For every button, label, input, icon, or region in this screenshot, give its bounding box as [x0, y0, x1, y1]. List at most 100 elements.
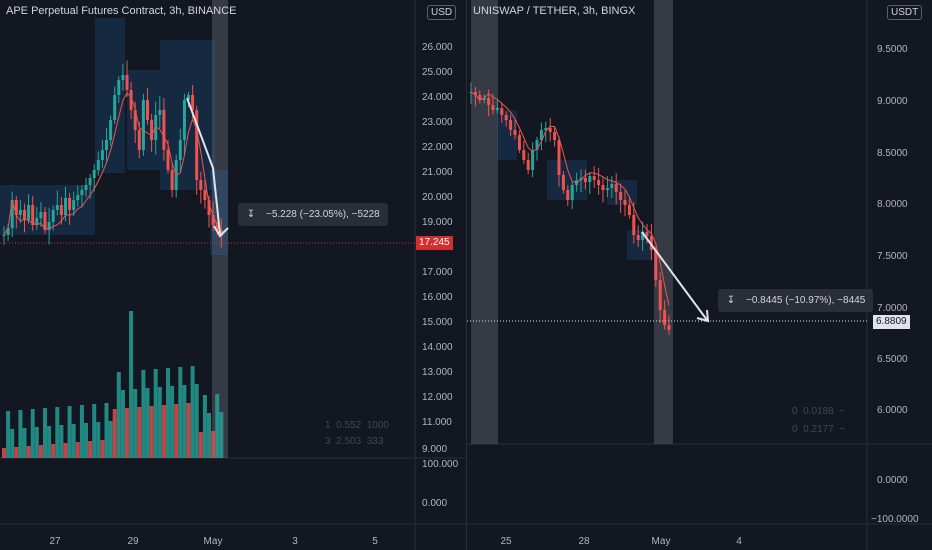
- left-volume-tick: 0.000: [422, 498, 448, 509]
- candle-body: [64, 198, 67, 215]
- candle-body: [215, 225, 219, 230]
- volume-bar: [6, 411, 11, 458]
- candle-body: [495, 108, 499, 110]
- left-measure-tooltip[interactable]: ↧ −5.228 (−23.05%), −5228: [238, 203, 388, 226]
- candle-body: [597, 180, 601, 185]
- volume-bar: [194, 384, 199, 458]
- candle-body: [23, 210, 26, 220]
- candle-body: [632, 215, 636, 235]
- right-price-tick: 7.0000: [877, 303, 908, 314]
- left-price-tick: 11.000: [422, 417, 452, 428]
- volume-bar: [174, 404, 179, 458]
- candle-body: [88, 178, 92, 185]
- candle-body: [663, 310, 667, 325]
- candle-body: [473, 92, 477, 95]
- candle-body: [535, 140, 539, 150]
- right-measure-tooltip[interactable]: ↧ −0.8445 (−10.97%), −8445: [718, 289, 874, 312]
- left-indicator-legend: 1 0.552 1000: [325, 420, 389, 431]
- candle-body: [601, 185, 605, 190]
- moving-average-line: [470, 91, 670, 306]
- left-price-tick: 19.000: [422, 217, 453, 228]
- volume-bar: [63, 443, 68, 458]
- right-measure-label: −0.8445 (−10.97%), −8445: [746, 295, 866, 306]
- left-price-tick: 23.000: [422, 117, 453, 128]
- candle-body: [55, 205, 59, 210]
- candle-body: [592, 176, 596, 180]
- right-price-tick: 7.5000: [877, 251, 908, 262]
- right-chart-pane[interactable]: UNISWAP / TETHER, 3h, BINGX USDT 9.5000 …: [466, 0, 932, 550]
- volume-bar: [18, 410, 23, 458]
- left-chart-pane[interactable]: APE Perpetual Futures Contract, 3h, BINA…: [0, 0, 466, 550]
- candle-body: [636, 235, 640, 240]
- volume-bar: [211, 431, 216, 458]
- right-indicator-legend: 0 0.0188 −: [792, 406, 846, 417]
- left-price-tick: 26.000: [422, 42, 453, 53]
- candle-body: [478, 95, 482, 100]
- candle-body: [482, 98, 486, 100]
- left-time-tick: 5: [372, 536, 378, 547]
- candle-body: [513, 130, 517, 135]
- candle-body: [199, 180, 203, 190]
- candle-body: [491, 105, 495, 110]
- volume-bar: [202, 395, 207, 458]
- candle-body: [166, 150, 170, 170]
- left-price-tick: 9.000: [422, 444, 448, 455]
- left-price-tick: 24.000: [422, 92, 453, 103]
- right-time-tick: 25: [500, 536, 512, 547]
- candle-body: [667, 325, 671, 330]
- measure-arrow: [641, 231, 710, 323]
- candle-body: [43, 212, 47, 230]
- volume-bar: [59, 425, 64, 458]
- volume-bar: [47, 426, 52, 458]
- candle-body: [109, 120, 113, 140]
- volume-bar: [88, 441, 93, 458]
- candle-body: [76, 195, 80, 200]
- right-price-tick: 6.5000: [877, 354, 908, 365]
- volume-bar: [92, 404, 97, 458]
- left-chart-canvas[interactable]: [0, 0, 466, 550]
- session-band: [471, 0, 498, 444]
- left-price-tick: 21.000: [422, 167, 453, 178]
- volume-bar: [182, 385, 187, 458]
- left-indicator-legend: 3 2.503 333: [325, 436, 384, 447]
- candle-body: [92, 170, 96, 178]
- volume-bar: [100, 440, 105, 458]
- right-indicator-legend: 0 0.2177 −: [792, 424, 846, 435]
- candle-body: [191, 95, 195, 110]
- left-currency-badge[interactable]: USD: [427, 5, 457, 20]
- left-current-price-tag: 17.245: [416, 236, 453, 250]
- candle-body: [84, 185, 88, 190]
- candle-body: [133, 110, 137, 130]
- left-price-tick: 14.000: [422, 342, 453, 353]
- volume-bar: [55, 407, 60, 458]
- volume-bar: [104, 403, 109, 458]
- right-price-tick: 8.5000: [877, 148, 908, 159]
- volume-bar: [96, 422, 101, 458]
- candle-body: [129, 90, 133, 110]
- candle-body: [203, 190, 207, 200]
- candle-body: [182, 100, 186, 140]
- candle-body: [548, 128, 552, 132]
- candle-body: [117, 80, 121, 95]
- volume-bar: [166, 368, 170, 458]
- session-band: [654, 0, 673, 444]
- right-volume-tick: 0.0000: [877, 475, 908, 486]
- left-measure-label: −5.228 (−23.05%), −5228: [266, 209, 380, 220]
- left-time-tick: 3: [292, 536, 298, 547]
- candle-body: [162, 110, 166, 150]
- candle-body: [6, 228, 10, 235]
- candle-body: [500, 108, 504, 115]
- candle-body: [187, 95, 190, 100]
- candle-body: [141, 100, 145, 150]
- candle-body: [27, 205, 31, 220]
- candle-body: [96, 160, 100, 170]
- left-time-tick: 29: [127, 536, 139, 547]
- right-currency-badge[interactable]: USDT: [887, 5, 923, 20]
- candle-body: [18, 210, 22, 215]
- right-chart-canvas[interactable]: [467, 0, 932, 550]
- candle-body: [526, 160, 530, 170]
- candle-body: [645, 232, 649, 236]
- candle-body: [605, 188, 609, 190]
- volume-bar: [129, 311, 134, 458]
- volume-bar: [112, 409, 117, 458]
